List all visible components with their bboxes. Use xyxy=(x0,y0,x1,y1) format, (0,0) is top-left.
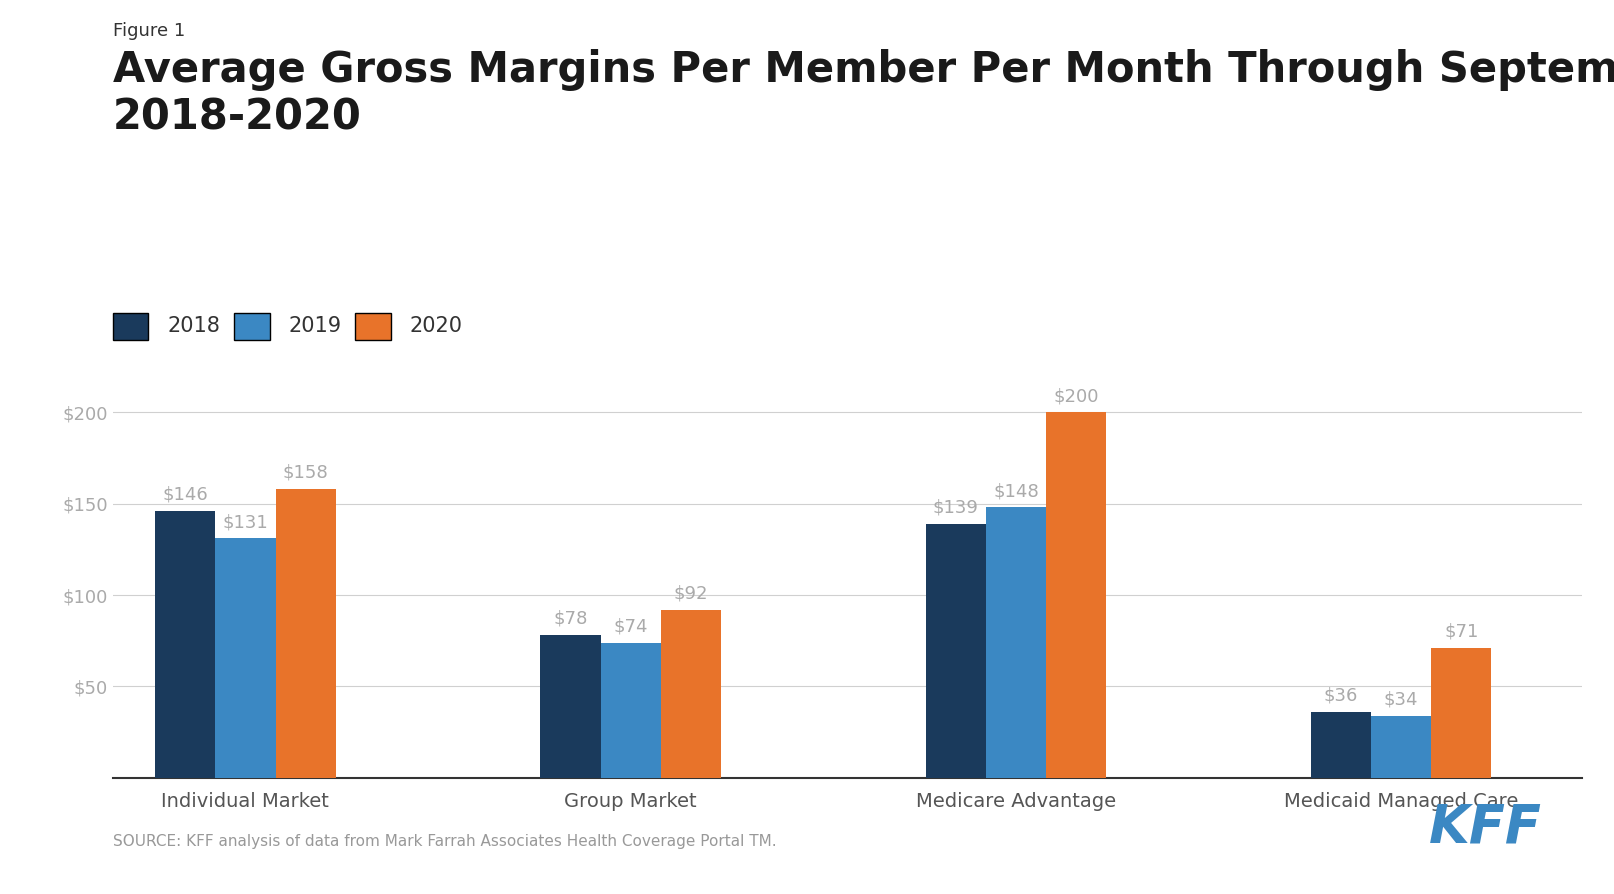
Bar xyxy=(986,508,1046,778)
Text: $146: $146 xyxy=(163,485,208,503)
Text: 2018: 2018 xyxy=(168,316,221,336)
Text: $131: $131 xyxy=(223,513,268,531)
Bar xyxy=(155,511,215,778)
Bar xyxy=(660,610,721,778)
Bar xyxy=(1370,716,1432,778)
Text: $74: $74 xyxy=(613,617,647,636)
Bar xyxy=(925,524,986,778)
Text: SOURCE: KFF analysis of data from Mark Farrah Associates Health Coverage Portal : SOURCE: KFF analysis of data from Mark F… xyxy=(113,834,776,849)
Bar xyxy=(276,489,336,778)
Text: $34: $34 xyxy=(1383,690,1419,708)
Text: $148: $148 xyxy=(993,482,1039,500)
Text: $92: $92 xyxy=(673,585,709,603)
Text: $139: $139 xyxy=(933,499,978,517)
Text: KFF: KFF xyxy=(1428,802,1541,854)
Text: 2020: 2020 xyxy=(410,316,463,336)
Text: Figure 1: Figure 1 xyxy=(113,22,186,40)
Text: $71: $71 xyxy=(1445,623,1478,641)
Text: Average Gross Margins Per Member Per Month Through September,
2018-2020: Average Gross Margins Per Member Per Mon… xyxy=(113,49,1614,138)
Bar xyxy=(541,636,600,778)
Bar xyxy=(600,643,660,778)
Text: 2019: 2019 xyxy=(289,316,342,336)
Text: $78: $78 xyxy=(554,610,587,628)
Bar xyxy=(1432,648,1491,778)
Bar xyxy=(215,538,276,778)
Bar xyxy=(1046,412,1106,778)
Text: $200: $200 xyxy=(1054,387,1099,405)
Text: $158: $158 xyxy=(282,464,329,482)
Text: $36: $36 xyxy=(1323,687,1357,704)
Bar xyxy=(1311,712,1370,778)
